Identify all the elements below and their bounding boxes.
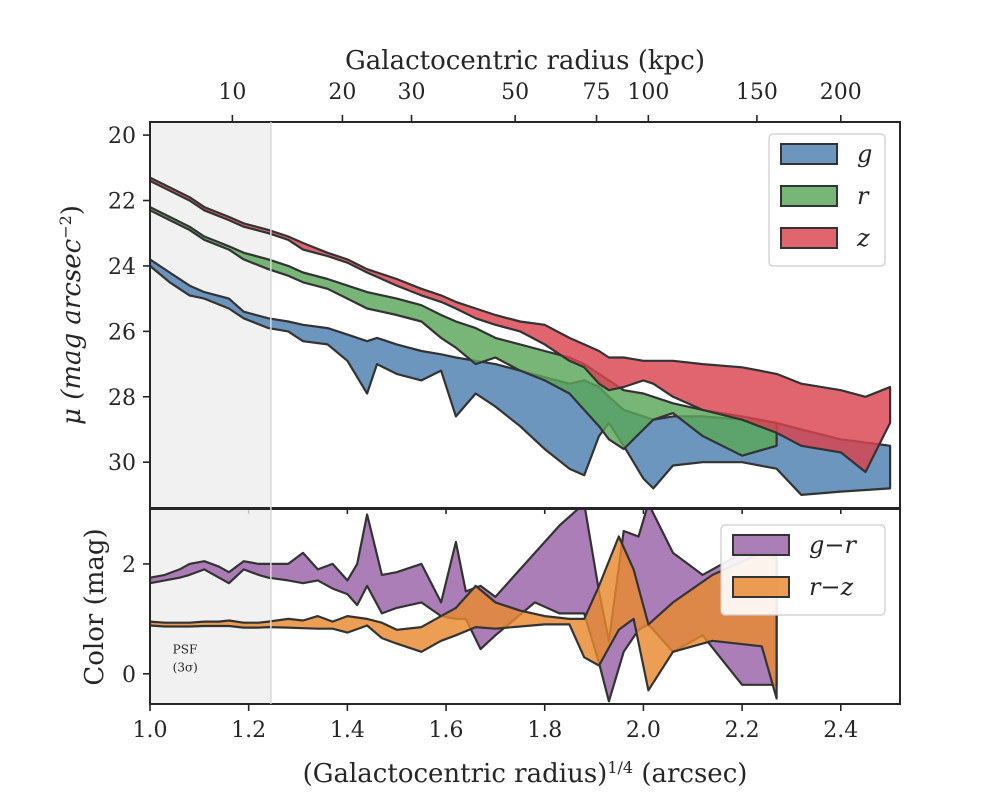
top-tick-label: 150: [736, 80, 778, 105]
legend-swatch: [732, 576, 790, 598]
x-tick-label: 2.2: [725, 718, 760, 743]
x-tick-label: 1.4: [330, 718, 365, 743]
bottom-panel-frame: [149, 508, 901, 705]
top-axis-ticks: 10 20 30 50 75 100 150 200: [218, 80, 862, 122]
x-tick-label: 1.8: [527, 718, 562, 743]
top-tick-label: 100: [627, 80, 669, 105]
series-band-3: [150, 176, 892, 474]
top-tick-label: 75: [583, 80, 611, 105]
series-band-2: [150, 535, 778, 700]
legend-swatch: [780, 143, 838, 165]
y-tick-label: 24: [108, 255, 136, 280]
legend-label: g−r: [809, 531, 857, 559]
surface-brightness-panel: 20 22 24 26 28 30 10 20 30 50 75 100 150 200 grz Gal…: [56, 46, 901, 514]
series-band-2: [150, 206, 778, 457]
y-axis-title-bottom: Color (mag): [80, 528, 110, 685]
color-panel: 02 1.0 1.2 1.4 1.6 1.8 2.0 2.2 2.4 g−rr−z PSF (…: [80, 508, 901, 790]
y-tick-label: 30: [108, 451, 136, 476]
x-tick-label: 1.6: [429, 718, 464, 743]
y-tick-label: 2: [122, 553, 136, 578]
legend-top: grz: [768, 133, 886, 267]
y-tick-label: 22: [108, 190, 136, 215]
legend-label: r−z: [809, 573, 854, 601]
y-tick-label: 26: [108, 320, 136, 345]
psf-annotation-line1: PSF: [173, 642, 198, 656]
psf-annotation-line2: (3σ): [173, 660, 198, 674]
y-tick-label: 28: [108, 386, 136, 411]
top-tick-label: 20: [328, 80, 356, 105]
x-axis-ticks: 1.0 1.2 1.4 1.6 1.8 2.0 2.2 2.4: [133, 704, 858, 743]
legend-label: z: [856, 224, 870, 252]
legend-swatch: [780, 227, 838, 249]
y-axis-ticks-bottom: 02: [122, 553, 150, 688]
x-tick-label: 2.4: [823, 718, 858, 743]
y-axis-ticks-top: 20 22 24 26 28 30: [108, 124, 150, 476]
top-axis-title: Galactocentric radius (kpc): [345, 46, 705, 76]
legend-label: r: [857, 182, 870, 210]
top-tick-label: 30: [398, 80, 426, 105]
y-tick-label: 20: [108, 124, 136, 149]
color-series: [150, 509, 778, 703]
top-tick-label: 200: [820, 80, 862, 105]
x-tick-label: 2.0: [626, 718, 661, 743]
surface-brightness-series: [150, 176, 892, 496]
x-axis-title: (Galactocentric radius)1/4 (arcsec): [303, 758, 748, 790]
x-tick-label: 1.0: [133, 718, 168, 743]
legend-label: g: [857, 140, 872, 168]
legend-swatch: [780, 185, 838, 207]
top-tick-label: 50: [501, 80, 529, 105]
legend-bottom: g−r r−z: [720, 524, 886, 616]
top-tick-label: 10: [218, 80, 246, 105]
y-axis-title-top: μ (mag arcsec−2): [56, 205, 88, 425]
x-tick-label: 1.2: [231, 718, 266, 743]
legend-swatch: [732, 534, 790, 556]
y-tick-label: 0: [122, 663, 136, 688]
psf-shade-bottom: [150, 509, 271, 704]
